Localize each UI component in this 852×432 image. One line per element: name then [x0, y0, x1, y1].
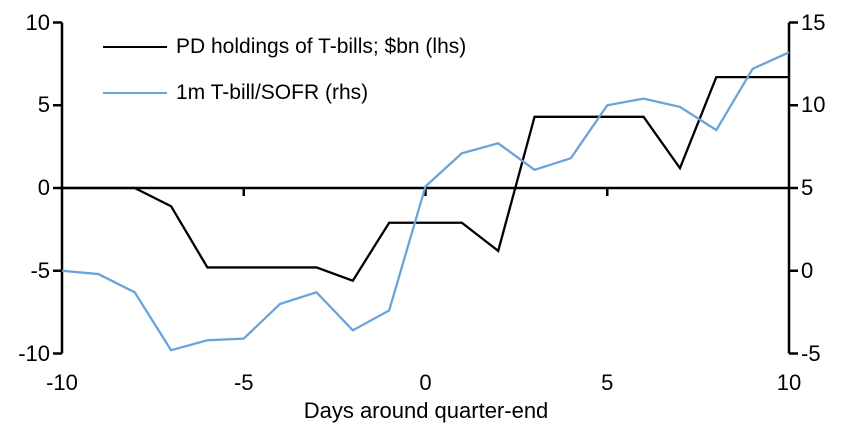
x-axis-tick-label: -10 [46, 370, 78, 395]
y-axis-right-tick-label: 10 [801, 92, 826, 118]
y-axis-left-tick-label: 0 [37, 175, 50, 200]
series-line-pd-holdings [62, 75, 789, 283]
x-axis-tick-label: 0 [419, 370, 432, 395]
legend-label-pd-holdings: PD holdings of T-bills; $bn (lhs) [176, 35, 467, 58]
y-axis-right-tick-label: 5 [801, 175, 814, 200]
y-axis-right-tick-label: 15 [801, 9, 826, 35]
legend-item-tbill-sofr: 1m T-bill/SOFR (rhs) [103, 81, 368, 105]
y-axis-left-tick-label: 5 [37, 92, 50, 118]
x-axis-tick-label: -5 [233, 370, 254, 395]
legend-line-swatch-blue [103, 92, 167, 94]
legend-line-swatch-black [103, 46, 167, 48]
legend-item-pd-holdings: PD holdings of T-bills; $bn (lhs) [103, 35, 466, 59]
x-axis-title: Days around quarter-end [303, 398, 549, 423]
y-axis-left-tick-label: 10 [25, 9, 50, 35]
legend-label-tbill-sofr: 1m T-bill/SOFR (rhs) [176, 81, 369, 104]
x-axis-tick-label: 10 [776, 370, 802, 395]
y-axis-right-tick-label: 0 [801, 257, 814, 283]
y-axis-left-tick-label: -10 [18, 340, 50, 366]
y-axis-right-tick-label: -5 [801, 340, 821, 366]
y-axis-left-tick-label: -5 [30, 257, 50, 283]
series-line-tbill-sofr [61, 51, 790, 352]
x-axis-tick-label: 5 [601, 370, 614, 395]
